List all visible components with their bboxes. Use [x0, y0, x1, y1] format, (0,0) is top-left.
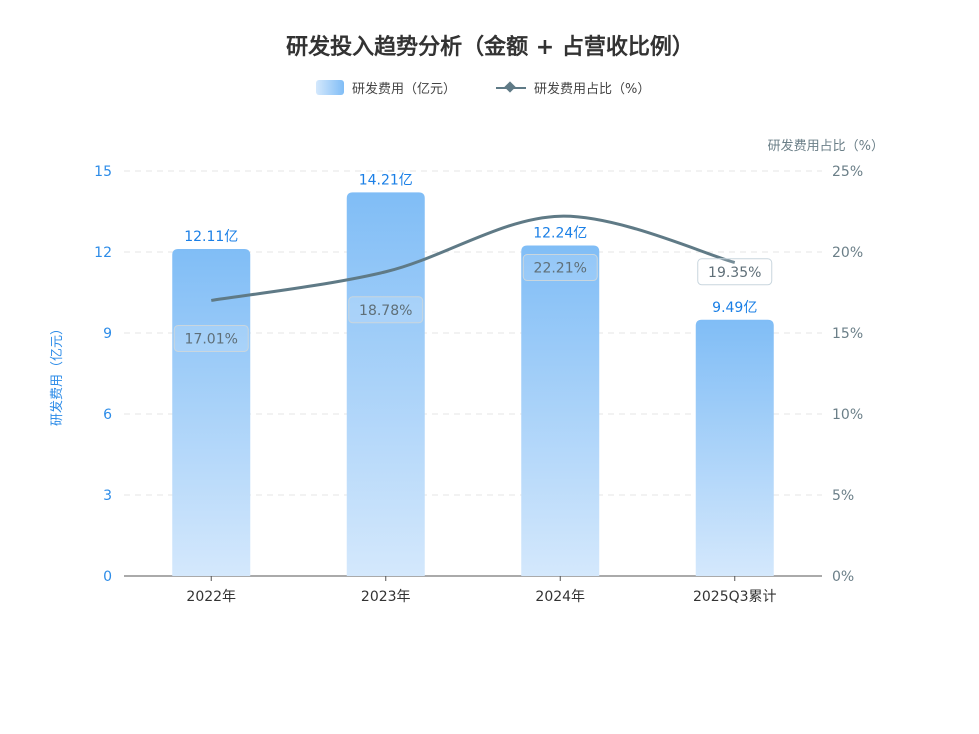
chart-title: 研发投入趋势分析（金额 + 占营收比例） [286, 34, 694, 60]
y-axis-title: 研发费用（亿元） [49, 322, 65, 426]
y-tick-label: 3 [103, 488, 112, 504]
x-tick-label: 2024年 [535, 589, 585, 605]
legend-line-marker [504, 81, 516, 93]
line-value-label: 17.01% [185, 331, 238, 347]
line-value-label: 18.78% [359, 303, 412, 319]
line-value-label: 19.35% [708, 265, 761, 281]
y-tick-label: 0 [103, 569, 112, 585]
legend[interactable]: 研发费用（亿元） 研发费用占比（%） [316, 80, 650, 97]
line-label-box [173, 324, 249, 352]
series-line [211, 214, 736, 302]
y2-tick-label: 5% [832, 488, 854, 504]
y2-tick-label: 10% [832, 407, 863, 423]
line-label-box [697, 258, 773, 286]
legend-bar-swatch [316, 80, 344, 95]
y-tick-label: 12 [94, 245, 112, 261]
bar [172, 249, 251, 576]
bar [346, 192, 425, 576]
y-tick-label: 15 [94, 164, 112, 180]
y2-tick-label: 15% [832, 326, 863, 342]
legend-bar-label: 研发费用（亿元） [352, 81, 456, 97]
line-value-label: 22.21% [534, 261, 587, 277]
y-tick-label: 9 [103, 326, 112, 342]
y-tick-label: 6 [103, 407, 112, 423]
y2-tick-label: 25% [832, 164, 863, 180]
x-tick-label: 2023年 [361, 589, 411, 605]
y2-tick-label: 0% [832, 569, 854, 585]
bar [695, 319, 774, 576]
x-tick-label: 2022年 [186, 589, 236, 605]
line-label-box [522, 254, 598, 282]
y2-axis-title: 研发费用占比（%） [768, 138, 884, 154]
bar-value-label: 12.24亿 [533, 226, 587, 242]
bar-value-label: 12.11亿 [184, 229, 238, 245]
y2-tick-label: 20% [832, 245, 863, 261]
line-label-box [348, 296, 424, 324]
bar [521, 245, 600, 576]
legend-line-label: 研发费用占比（%） [534, 81, 650, 97]
bar-value-label: 14.21亿 [359, 172, 413, 188]
bar-value-label: 9.49亿 [712, 300, 757, 316]
x-tick-label: 2025Q3累计 [693, 589, 777, 605]
